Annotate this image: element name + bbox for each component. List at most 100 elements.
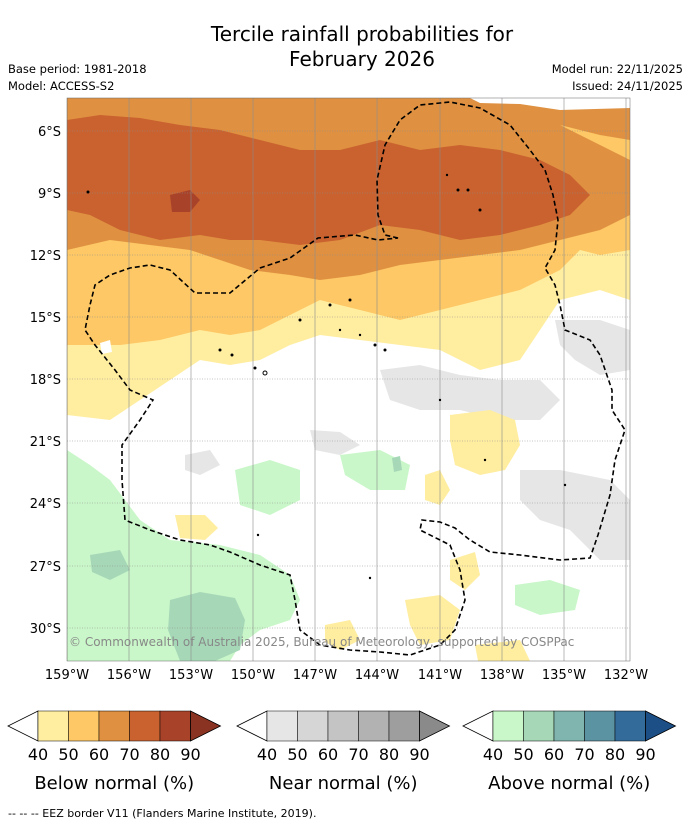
above-legend-swatch <box>553 710 585 742</box>
below-legend-swatch <box>159 710 191 742</box>
island-dot <box>456 188 460 192</box>
above-legend-title: Above normal (%) <box>488 773 650 794</box>
near-40-region-3 <box>520 470 630 560</box>
white-strip-top <box>470 98 630 110</box>
below-legend-swatch <box>129 710 161 742</box>
near-40-region-4 <box>310 430 360 455</box>
lat-label: 24°S <box>30 497 61 512</box>
legend-near-normal: 40 50 60 70 80 90 Near normal (%) <box>236 710 451 794</box>
below-legend-swatch <box>37 710 69 742</box>
above-legend-swatch <box>614 710 646 742</box>
title-line-2: February 2026 <box>289 47 435 71</box>
lat-label: 12°S <box>30 249 61 264</box>
island-dot <box>466 188 470 192</box>
lat-label: 27°S <box>30 560 61 575</box>
island-dot <box>86 190 90 194</box>
issued-date: Issued: 24/11/2025 <box>572 79 683 93</box>
legend-above-normal: 40 50 60 70 80 90 Above normal (%) <box>462 710 677 794</box>
lon-label: 156°W <box>107 668 151 683</box>
lon-label: 135°W <box>542 668 586 683</box>
near-legend-tick: 60 <box>318 745 338 764</box>
lat-axis: 6°S 9°S 12°S 15°S 18°S 21°S 24°S 27°S 30… <box>30 125 61 637</box>
island-dot <box>445 173 449 177</box>
island-dot <box>478 208 482 212</box>
above-legend-tick: 70 <box>574 745 594 764</box>
lon-label: 132°W <box>604 668 648 683</box>
below-legend-swatch <box>98 710 130 742</box>
island-dot <box>348 298 352 302</box>
map-title: Tercile rainfall probabilities for Febru… <box>0 22 690 72</box>
lon-label: 138°W <box>480 668 524 683</box>
near-legend-min-triangle <box>236 710 268 742</box>
map-frame <box>66 97 631 662</box>
lon-label: 150°W <box>231 668 275 683</box>
island-dot <box>358 333 362 337</box>
island-dot <box>253 366 257 370</box>
near-legend-tick: 70 <box>348 745 368 764</box>
lat-label: 18°S <box>30 373 61 388</box>
above-50-region-2 <box>168 592 245 661</box>
above-legend-min-triangle <box>462 710 494 742</box>
island-dot <box>256 533 260 537</box>
above-40-region-2 <box>235 460 300 515</box>
near-legend-tick: 40 <box>257 745 277 764</box>
copyright-text: © Commonwealth of Australia 2025, Bureau… <box>69 635 574 649</box>
model-name: Model: ACCESS-S2 <box>8 79 115 93</box>
base-period: Base period: 1981-2018 <box>8 62 147 76</box>
below-40-region-south-5 <box>405 595 460 645</box>
white-spot <box>100 340 112 354</box>
lon-axis: 159°W 156°W 153°W 150°W 147°W 144°W 141°… <box>45 668 648 683</box>
above-50-region <box>90 550 130 580</box>
lon-label: 144°W <box>355 668 399 683</box>
above-legend-swatch <box>584 710 616 742</box>
island-dot <box>328 303 332 307</box>
eez-border-line <box>84 101 626 656</box>
near-40-region-5 <box>185 450 220 475</box>
island-ring <box>262 370 268 376</box>
island-dot <box>338 328 342 332</box>
below-40-region-south-7 <box>475 640 530 661</box>
above-legend-max-triangle <box>645 710 677 742</box>
island-dot <box>438 398 442 402</box>
near-legend-swatch <box>358 710 390 742</box>
island-dot <box>218 348 222 352</box>
below-legend-tick: 80 <box>150 745 170 764</box>
lon-label: 159°W <box>45 668 89 683</box>
near-legend-tick: 80 <box>379 745 399 764</box>
below-legend-tick: 90 <box>180 745 200 764</box>
near-legend-swatch <box>327 710 359 742</box>
below-40-region-south-4 <box>450 552 480 590</box>
near-legend-max-triangle <box>419 710 451 742</box>
island-dot <box>563 483 567 487</box>
above-legend-swatch <box>523 710 555 742</box>
island-dot <box>230 353 234 357</box>
below-legend-tick: 50 <box>58 745 78 764</box>
lat-label: 6°S <box>38 125 61 140</box>
lon-label: 153°W <box>169 668 213 683</box>
below-80-region <box>170 190 200 212</box>
legend-below-normal: 40 50 60 70 80 90 Below normal (%) <box>7 710 222 794</box>
below-legend-title: Below normal (%) <box>34 773 194 794</box>
near-legend-tick: 90 <box>409 745 429 764</box>
island-dot <box>298 318 302 322</box>
map-plot-area: © Commonwealth of Australia 2025, Bureau… <box>67 98 630 661</box>
title-line-1: Tercile rainfall probabilities for <box>210 22 514 46</box>
island-dot <box>373 343 377 347</box>
near-legend-swatch <box>388 710 420 742</box>
islands <box>86 173 567 580</box>
island-dot <box>483 458 487 462</box>
island-dot <box>383 348 387 352</box>
below-70-region <box>67 115 590 245</box>
lon-label: 141°W <box>418 668 462 683</box>
lat-label: 30°S <box>30 622 61 637</box>
below-40-region-south <box>450 410 520 475</box>
below-40-region-south-3 <box>175 515 218 540</box>
lon-label: 147°W <box>293 668 337 683</box>
near-legend-swatch <box>297 710 329 742</box>
above-legend-swatch <box>492 710 524 742</box>
near-legend-tick: 50 <box>287 745 307 764</box>
above-legend-tick: 60 <box>544 745 564 764</box>
lat-label: 9°S <box>38 187 61 202</box>
above-50-region-3 <box>392 456 402 472</box>
